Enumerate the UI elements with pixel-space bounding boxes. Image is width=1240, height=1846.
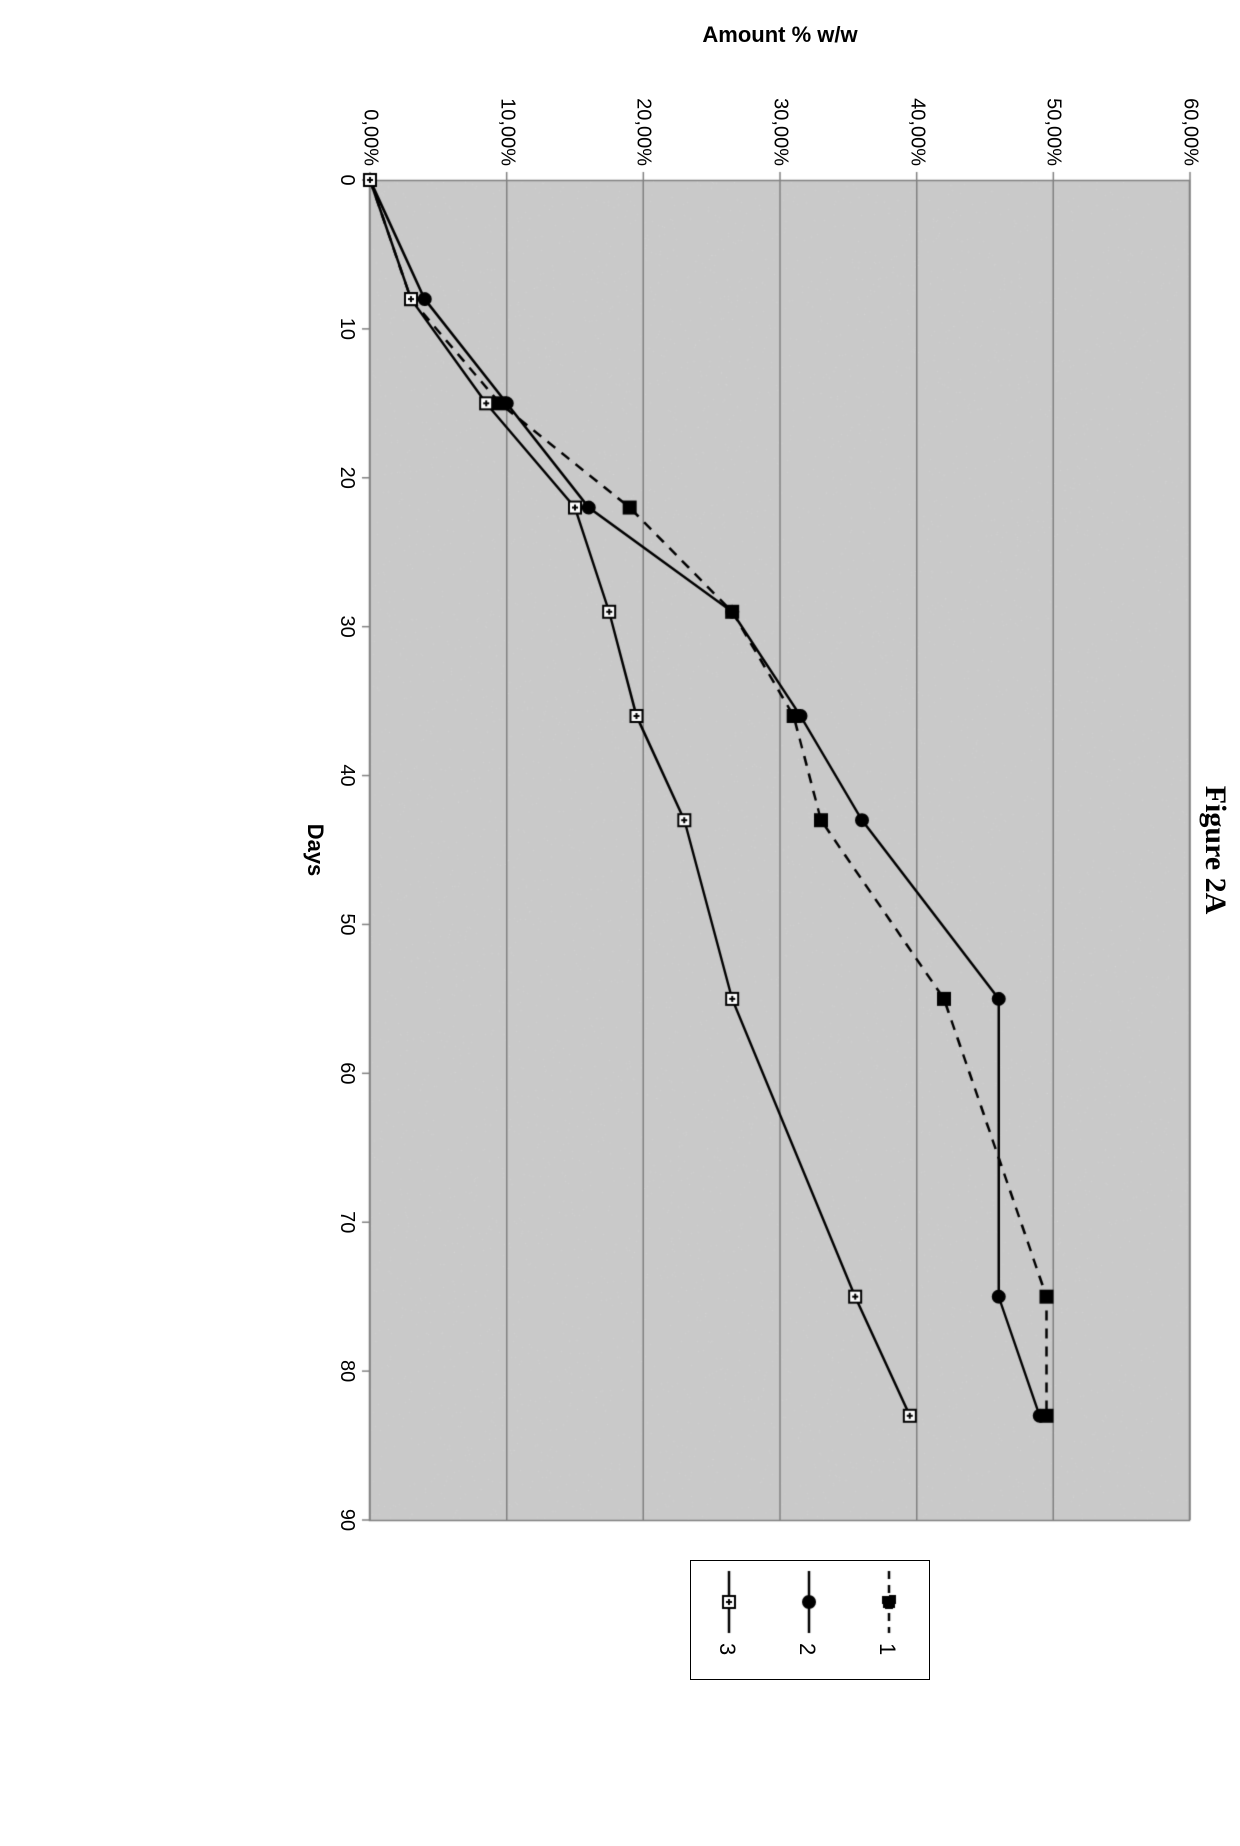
axis-tick-label: 80 [335,1360,358,1382]
axis-tick-label: 30 [335,616,358,638]
axis-tick-label: 60 [335,1062,358,1084]
figure-stage: Figure 2A Amount % w/w Days 010203040506… [0,0,1240,1846]
legend-label: 1 [874,1643,900,1655]
axis-tick-label: 40 [335,764,358,786]
axis-tick-label: 20 [335,467,358,489]
axis-tick-label: 30,00% [769,98,792,166]
legend-swatch [849,1567,929,1637]
legend-item: 3 [689,1561,769,1681]
axis-tick-label: 50 [335,913,358,935]
axis-tick-label: 90 [335,1509,358,1531]
chart-legend: 1 2 3 [690,1560,930,1680]
legend-label: 2 [794,1643,820,1655]
axis-tick-label: 0,00% [359,109,382,166]
axis-tick-label: 70 [335,1211,358,1233]
axis-tick-label: 10,00% [495,98,518,166]
axis-tick-label: 10 [335,318,358,340]
line-chart [0,0,1240,1846]
axis-tick-label: 60,00% [1179,98,1202,166]
x-axis-label: Days [302,824,328,877]
legend-label: 3 [714,1643,740,1655]
y-axis-label: Amount % w/w [702,22,857,48]
axis-tick-label: 0 [335,174,358,185]
axis-tick-label: 50,00% [1042,98,1065,166]
legend-swatch [769,1567,849,1637]
axis-tick-label: 40,00% [905,98,928,166]
axis-tick-label: 20,00% [632,98,655,166]
legend-item: 2 [769,1561,849,1681]
legend-item: 1 [849,1561,929,1681]
legend-swatch [689,1567,769,1637]
